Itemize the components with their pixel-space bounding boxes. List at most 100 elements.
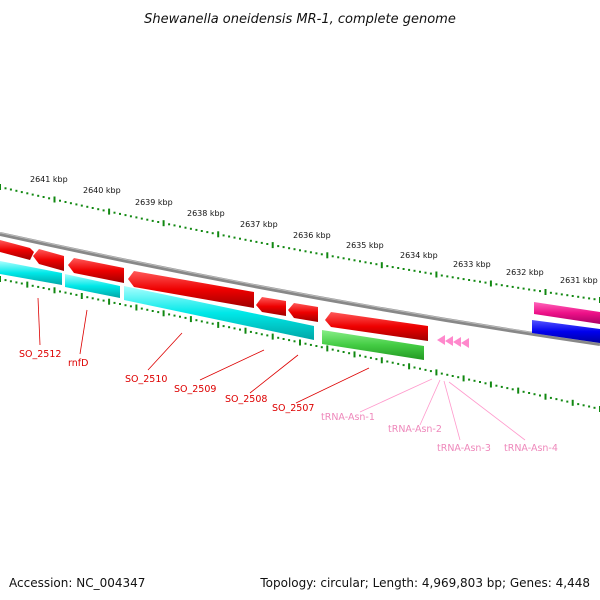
minor-tick [282,338,285,340]
minor-tick [309,343,312,346]
outer-scale-ticks [0,184,600,303]
minor-tick [451,276,454,279]
scale-label: 2640 kbp [83,186,121,195]
gene-arrow[interactable] [288,303,318,322]
blue-feature[interactable] [532,320,600,343]
minor-tick [364,355,367,358]
minor-tick [288,339,291,342]
minor-tick [375,358,378,361]
gene-block[interactable] [65,274,120,298]
minor-tick [69,292,72,295]
connector-line [448,381,526,441]
major-tick [217,321,220,328]
gene-label[interactable]: SO_2509 [174,384,216,395]
trna-arrow[interactable] [437,335,445,345]
genome-summary-text: Topology: circular; Length: 4,969,803 bp… [260,576,590,590]
minor-tick [337,349,340,352]
gene-arrow[interactable] [128,271,254,308]
minor-tick [277,336,280,339]
gene-arrow[interactable] [68,258,124,283]
gene-label[interactable]: SO_2512 [19,349,61,360]
minor-tick [91,207,94,209]
reverse-strand-features [0,261,314,340]
minor-tick [255,332,258,335]
minor-tick [566,294,569,297]
minor-tick [64,201,67,203]
minor-tick [331,255,334,258]
connector-line [419,379,441,426]
gene-arrow[interactable] [33,249,64,271]
minor-tick [97,208,100,211]
minor-tick [97,298,100,301]
genome-backbone [0,232,600,346]
minor-tick [211,232,214,235]
minor-tick [59,199,61,202]
minor-tick [244,238,247,241]
trna-arrow[interactable] [453,337,461,347]
gene-label[interactable]: tRNA-Asn-4 [504,443,558,454]
major-tick [489,381,492,388]
minor-tick [582,404,585,407]
minor-tick [260,333,263,336]
gene-block[interactable] [0,261,62,285]
minor-tick [457,277,460,280]
gene-label[interactable]: tRNA-Asn-2 [388,424,442,435]
minor-tick [539,394,541,397]
major-tick [435,369,438,376]
gene-label[interactable]: SO_2507 [272,403,314,414]
magenta-feature[interactable] [534,302,600,324]
minor-tick [299,249,301,252]
major-tick [517,387,520,394]
gene-label[interactable]: SO_2508 [225,394,267,405]
minor-tick [304,250,307,253]
minor-tick [200,320,203,323]
gene-label[interactable]: tRNA-Asn-1 [321,412,375,423]
scale-label: 2632 kbp [506,268,544,277]
minor-tick [424,368,427,371]
minor-tick [129,305,132,308]
gene-label[interactable]: tRNA-Asn-3 [437,443,491,454]
minor-tick [173,224,176,227]
major-tick [0,276,1,282]
minor-tick [179,315,181,318]
trna-arrow[interactable] [461,338,469,348]
minor-tick [386,265,389,268]
minor-tick [168,313,171,316]
minor-tick [446,373,449,376]
minor-tick [522,390,525,393]
minor-tick [255,240,258,243]
genome-backbone-highlight [0,232,600,344]
minor-tick [413,269,416,272]
major-tick [326,252,329,259]
minor-tick [9,188,12,191]
connector-line [359,378,433,413]
connector-line [147,332,183,371]
minor-tick [266,243,269,245]
scale-labels: 2641 kbp 2640 kbp 2639 kbp 2638 kbp 2637… [30,175,598,285]
major-tick [189,316,192,323]
gene-arrow[interactable] [0,240,34,260]
minor-tick [140,307,143,310]
rna-feature[interactable] [322,330,424,360]
minor-tick [119,303,121,305]
minor-tick [320,253,323,256]
minor-tick [588,405,591,408]
minor-tick [233,236,236,239]
scale-label: 2641 kbp [30,175,68,184]
minor-tick [577,403,580,406]
gene-label[interactable]: rnfD [68,358,88,369]
minor-tick [582,296,585,299]
gene-label[interactable]: SO_2510 [125,374,167,385]
connector-line [79,309,88,355]
connector-line [199,349,265,381]
minor-tick [157,221,160,223]
minor-tick [424,271,427,274]
minor-tick [75,293,78,296]
major-tick [26,281,29,288]
gene-arrow[interactable] [325,312,428,341]
gene-arrow[interactable] [256,297,286,316]
minor-tick [129,215,132,218]
gene-block[interactable] [124,286,314,340]
trna-arrow[interactable] [445,336,453,346]
minor-tick [522,287,525,290]
